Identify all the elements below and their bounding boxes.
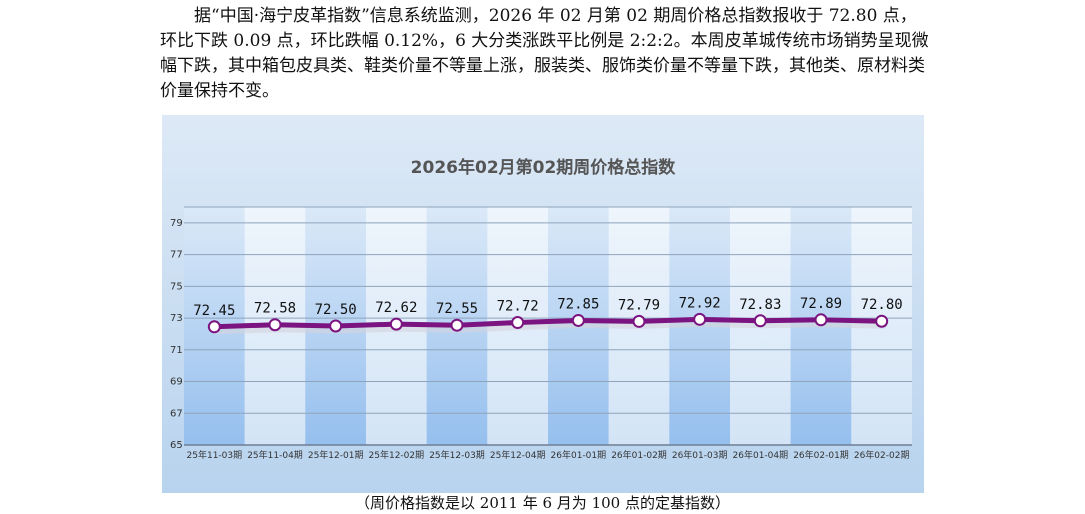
series-line [211, 316, 885, 330]
data-label: 72.50 [315, 302, 357, 318]
y-tick-label: 77 [170, 250, 183, 261]
x-tick-label: 26年01-02期 [611, 449, 667, 461]
y-tick-label: 73 [170, 313, 183, 324]
data-point [450, 318, 464, 332]
x-tick-label: 26年01-01期 [551, 449, 607, 461]
data-point [268, 318, 282, 332]
chart-data-labels: 72.45 72.58 72.50 72.62 72.55 72.72 72.85 72.79… [193, 295, 902, 318]
data-label: 72.62 [375, 300, 417, 316]
x-tick-label: 25年11-03期 [187, 449, 243, 461]
data-point [511, 316, 525, 330]
data-point [329, 319, 343, 333]
data-point [571, 313, 585, 327]
y-tick-label: 65 [170, 440, 183, 451]
series-line-shadow [210, 317, 888, 335]
price-index-chart: 2026年02月第02期周价格总指数 65 67 69 71 73 75 77 79 25年1… [162, 115, 924, 493]
x-tick-label: 25年12-04期 [490, 449, 546, 461]
chart-caption: （周价格指数是以 2011 年 6 月为 100 点的定基指数） [355, 494, 730, 512]
x-tick-label: 25年12-02期 [369, 449, 425, 461]
chart-title: 2026年02月第02期周价格总指数 [411, 157, 677, 178]
data-point [389, 317, 403, 331]
article-paragraph: 据“中国·海宁皮革指数”信息系统监测，2026 年 02 月第 02 期周价格总… [160, 4, 930, 104]
x-tick-label: 26年01-03期 [672, 449, 728, 461]
y-tick-label: 69 [170, 377, 183, 388]
y-tick-label: 71 [170, 345, 183, 356]
data-point [207, 320, 221, 334]
data-point [632, 314, 646, 328]
data-label: 72.45 [193, 303, 235, 319]
data-label: 72.83 [739, 297, 781, 313]
data-label: 72.92 [679, 295, 721, 311]
chart-series [207, 312, 889, 335]
chart-y-ticks: 65 67 69 71 73 75 77 79 [170, 218, 183, 451]
data-point [693, 312, 707, 326]
x-tick-label: 26年02-02期 [854, 449, 910, 461]
data-point [753, 314, 767, 328]
data-point [814, 313, 828, 327]
x-tick-label: 25年12-01期 [308, 449, 364, 461]
x-tick-label: 25年12-03期 [429, 449, 485, 461]
x-tick-label: 25年11-04期 [247, 449, 303, 461]
data-label: 72.85 [557, 296, 599, 312]
x-tick-label: 26年02-01期 [793, 449, 849, 461]
y-tick-label: 67 [170, 408, 183, 419]
chart-x-ticks: 25年11-03期 25年11-04期 25年12-01期 25年12-02期 25年1… [187, 449, 910, 461]
data-point [875, 314, 889, 328]
data-label: 72.58 [254, 301, 296, 317]
article-paragraph-text: 据“中国·海宁皮革指数”信息系统监测，2026 年 02 月第 02 期周价格总… [160, 6, 929, 101]
chart-container: 2026年02月第02期周价格总指数 65 67 69 71 73 75 77 79 25年1… [162, 115, 924, 493]
data-label: 72.55 [436, 301, 478, 317]
data-label: 72.89 [800, 296, 842, 312]
chart-gridlines [184, 206, 912, 446]
data-label: 72.80 [861, 297, 903, 313]
data-label: 72.72 [497, 299, 539, 315]
x-tick-label: 26年01-04期 [733, 449, 789, 461]
y-tick-label: 75 [170, 281, 183, 292]
data-label: 72.79 [618, 297, 660, 313]
y-tick-label: 79 [170, 218, 183, 229]
